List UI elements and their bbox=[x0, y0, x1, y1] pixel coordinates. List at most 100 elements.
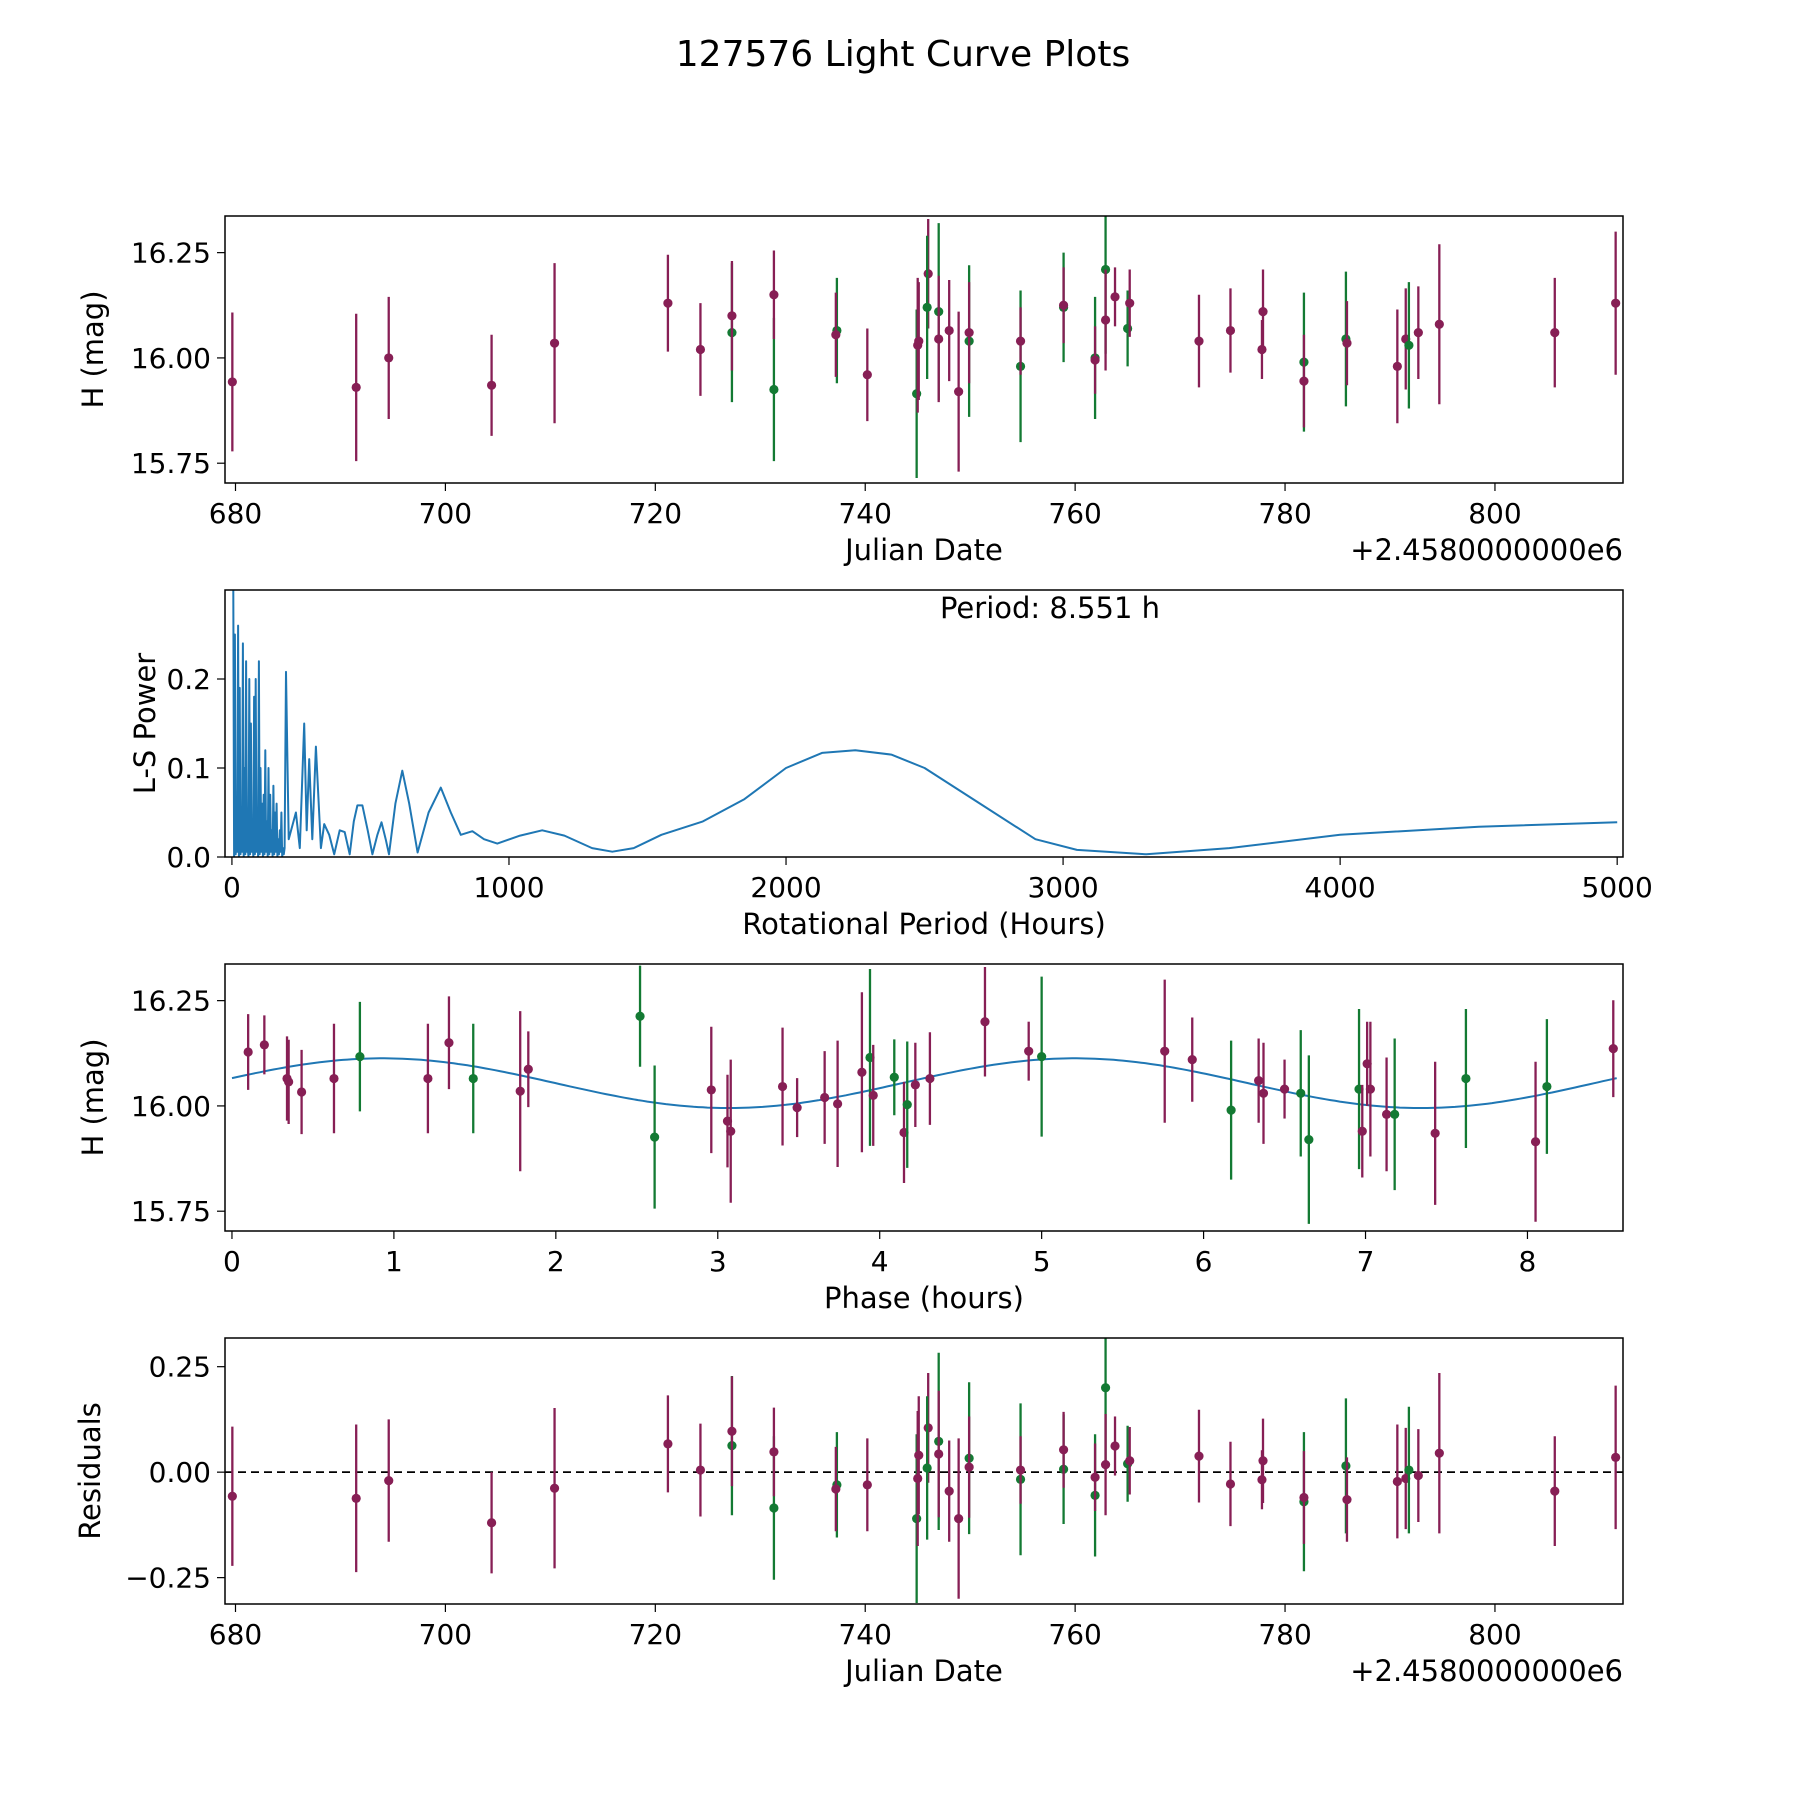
marker bbox=[777, 1081, 788, 1092]
marker bbox=[1194, 336, 1204, 346]
period-annotation: Period: 8.551 h bbox=[940, 591, 1160, 625]
marker bbox=[243, 1047, 253, 1057]
marker bbox=[1392, 1476, 1402, 1487]
panel-light-curve: 680 700 720 740 760 780 800 15.75 16.00 16.25 Juli… bbox=[76, 215, 1624, 567]
marker bbox=[862, 370, 872, 380]
marker bbox=[549, 338, 560, 348]
data-point-purple bbox=[1550, 277, 1560, 388]
plot-panels: 680 700 720 740 760 780 80015.7516.0016.25Juli… bbox=[73, 215, 1653, 1688]
data-point-purple bbox=[663, 254, 673, 352]
data-point-purple bbox=[384, 296, 394, 419]
data-point-purple bbox=[1100, 269, 1111, 371]
marker bbox=[1110, 1441, 1120, 1451]
data-point-purple bbox=[944, 280, 954, 382]
x-tick-label: 680 bbox=[209, 1618, 262, 1651]
marker bbox=[792, 1103, 802, 1113]
axes-frame bbox=[224, 589, 1624, 858]
data-point-purple bbox=[515, 1011, 525, 1172]
marker bbox=[1611, 1452, 1621, 1462]
marker bbox=[486, 380, 497, 390]
marker bbox=[944, 325, 954, 336]
data-point-purple bbox=[1110, 267, 1120, 327]
marker bbox=[227, 1491, 237, 1501]
data-point-purple bbox=[980, 966, 990, 1077]
marker bbox=[515, 1086, 525, 1096]
data-point-purple bbox=[833, 1040, 843, 1167]
marker bbox=[384, 1475, 394, 1486]
y-tick-label: 0.1 bbox=[166, 752, 211, 785]
marker bbox=[1090, 355, 1100, 365]
marker bbox=[468, 1073, 478, 1084]
marker bbox=[1550, 1486, 1560, 1496]
marker bbox=[650, 1132, 660, 1142]
data-point-purple bbox=[1024, 1021, 1034, 1081]
x-tick-label: 740 bbox=[838, 497, 891, 530]
data-point-purple bbox=[934, 275, 944, 403]
plot-area-residuals bbox=[225, 1338, 1623, 1603]
data-point-purple bbox=[1225, 288, 1236, 373]
marker bbox=[1100, 1383, 1111, 1393]
panel-residuals: 680 700 720 740 760 780 800 −0.25 0.00 0.25 Julian… bbox=[73, 1337, 1624, 1688]
y-tick-label: 0.0 bbox=[166, 841, 211, 874]
data-point-purple bbox=[1225, 1441, 1236, 1527]
marker bbox=[769, 290, 779, 300]
y-axis-label: H (mag) bbox=[76, 1038, 110, 1156]
data-point-green bbox=[1542, 1019, 1552, 1154]
data-point-purple bbox=[820, 1051, 830, 1144]
marker bbox=[1279, 1084, 1290, 1094]
data-point-purple bbox=[1365, 1021, 1375, 1157]
panel-periodogram: 0 1000 2000 3000 4000 5000 0.0 0.1 0.2 Rotational… bbox=[128, 589, 1653, 941]
data-point-purple bbox=[1413, 1429, 1423, 1522]
marker bbox=[227, 377, 237, 387]
data-point-purple bbox=[831, 1446, 841, 1532]
data-point-green bbox=[650, 1065, 660, 1209]
y-tick-label: 15.75 bbox=[131, 1195, 211, 1228]
marker bbox=[695, 1465, 706, 1475]
x-tick-label: 800 bbox=[1468, 497, 1521, 530]
marker bbox=[1015, 336, 1026, 346]
data-point-purple bbox=[727, 1376, 737, 1487]
data-point-purple bbox=[1434, 244, 1444, 405]
marker bbox=[1225, 1479, 1236, 1489]
data-point-purple bbox=[954, 1438, 964, 1599]
marker bbox=[1258, 306, 1268, 317]
marker bbox=[820, 1092, 830, 1103]
data-point-purple bbox=[1257, 320, 1267, 379]
data-point-green bbox=[1461, 1009, 1471, 1149]
data-point-purple bbox=[792, 1078, 802, 1138]
marker bbox=[1058, 1445, 1069, 1455]
marker bbox=[486, 1518, 497, 1528]
marker bbox=[351, 1493, 361, 1503]
y-tick-label: 0.00 bbox=[149, 1456, 211, 1489]
marker bbox=[1550, 328, 1560, 338]
data-point-purple bbox=[1392, 309, 1402, 424]
data-point-purple bbox=[1187, 1017, 1197, 1102]
marker bbox=[954, 1513, 964, 1524]
data-point-purple bbox=[351, 313, 361, 462]
marker bbox=[1392, 361, 1402, 371]
data-point-purple bbox=[259, 1015, 269, 1075]
x-tick-label: 780 bbox=[1258, 1618, 1311, 1651]
data-point-purple bbox=[1550, 1436, 1560, 1546]
data-point-purple bbox=[944, 1440, 954, 1542]
x-tick-label: 3 bbox=[709, 1245, 727, 1278]
y-tick-label: 0.2 bbox=[166, 663, 211, 696]
x-tick-label: 740 bbox=[838, 1618, 891, 1651]
marker bbox=[1254, 1076, 1264, 1086]
data-point-purple bbox=[727, 261, 737, 371]
y-tick-label: 16.25 bbox=[131, 237, 211, 270]
panel-phased-curve: 0 1 2 3 4 5 6 7 8 15.75 16.00 16.25 Phase (hours) H (… bbox=[76, 963, 1624, 1315]
axes-frame bbox=[224, 215, 1624, 484]
marker bbox=[296, 1087, 307, 1097]
marker bbox=[1413, 1470, 1423, 1481]
data-point-green bbox=[1404, 282, 1414, 409]
data-point-purple bbox=[1357, 1084, 1367, 1178]
plot-area-light-curve bbox=[227, 216, 1621, 478]
marker bbox=[1187, 1054, 1197, 1065]
marker bbox=[922, 302, 932, 312]
data-point-purple bbox=[1090, 326, 1100, 394]
data-point-purple bbox=[1160, 979, 1170, 1123]
marker bbox=[635, 1011, 645, 1021]
marker bbox=[1381, 1109, 1392, 1119]
